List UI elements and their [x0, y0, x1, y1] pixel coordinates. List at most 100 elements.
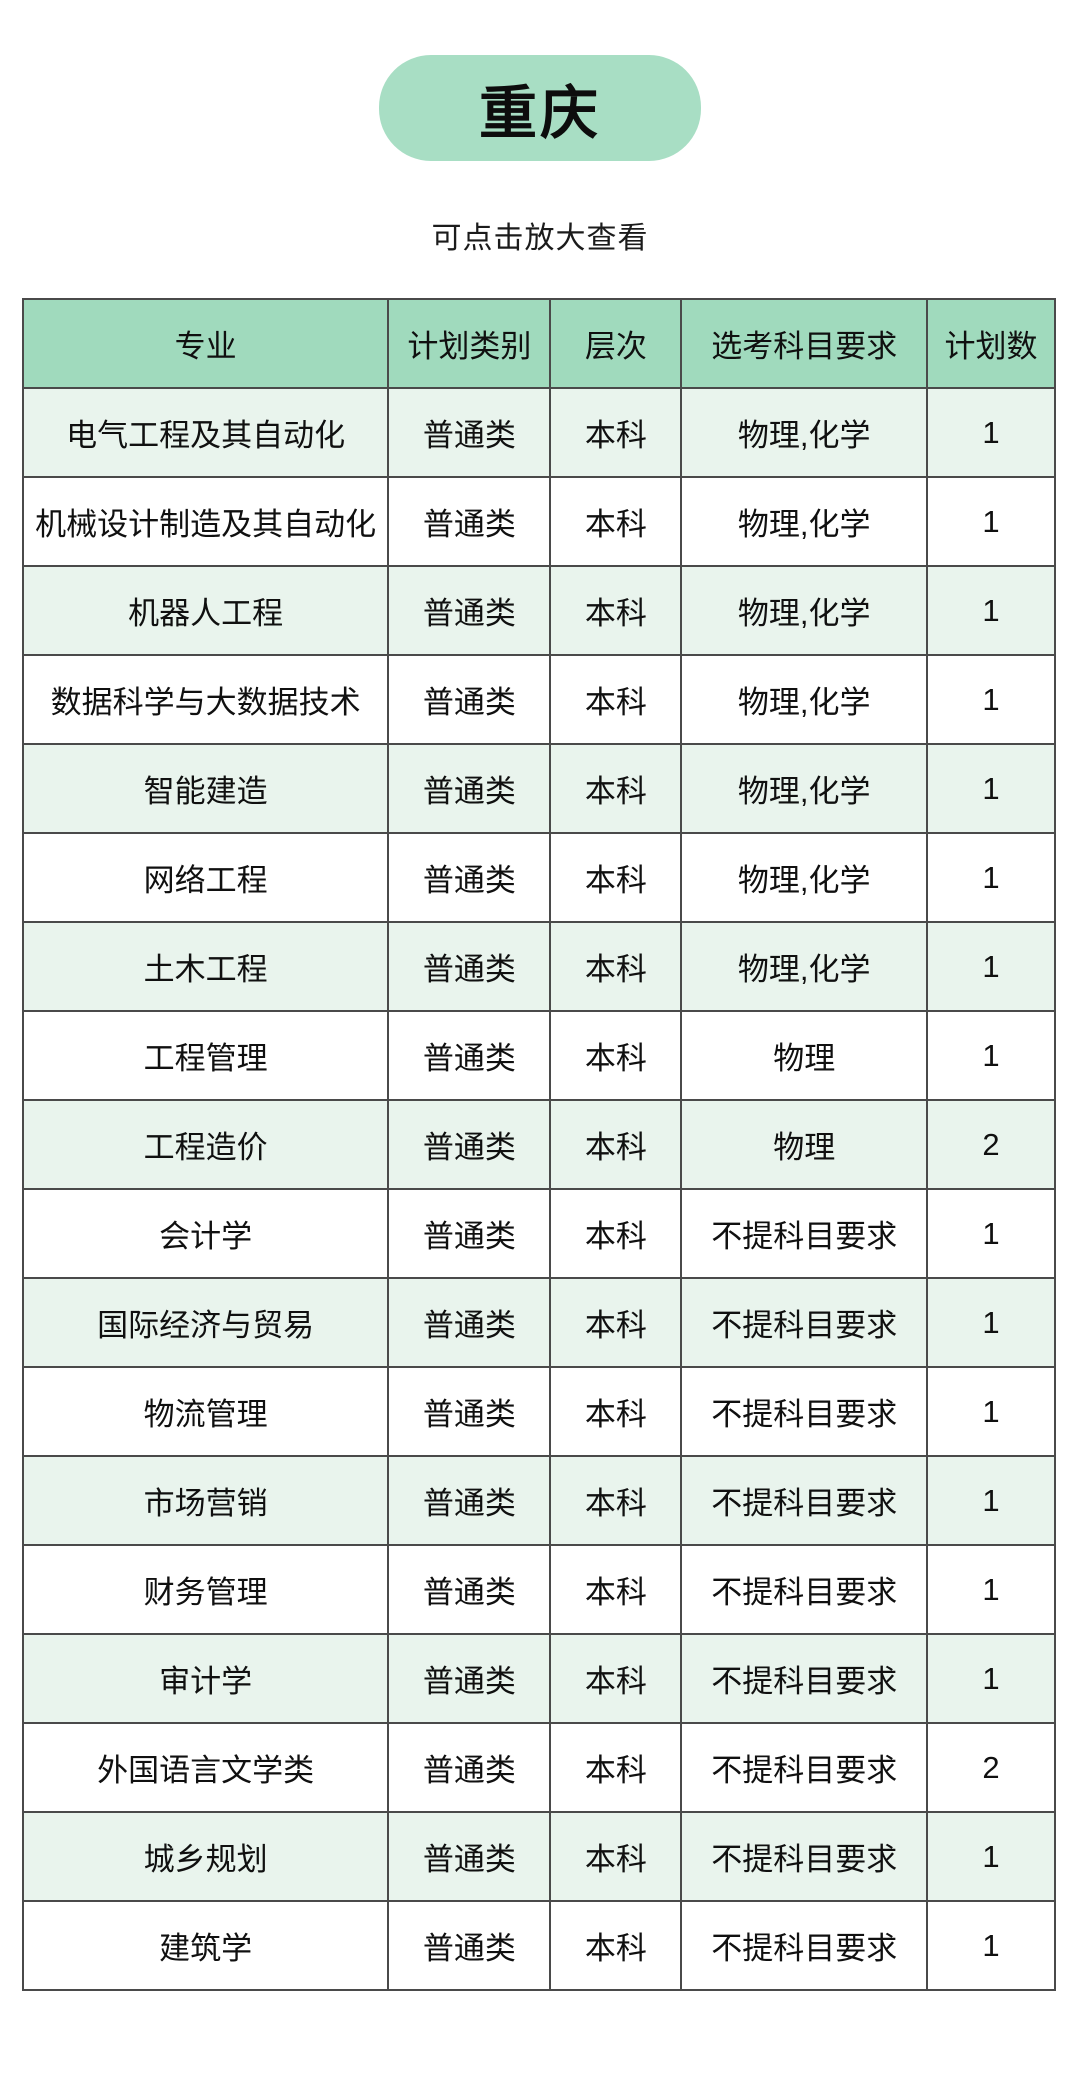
cell-level: 本科	[549, 1455, 683, 1546]
cell-level: 本科	[549, 1010, 683, 1101]
cell-plan-count: 1	[926, 1366, 1056, 1457]
cell-major: 会计学	[21, 1188, 390, 1279]
cell-level: 本科	[549, 832, 683, 923]
table-row: 工程管理 普通类 本科 物理 1	[21, 1010, 1056, 1101]
cell-plan-count: 1	[926, 1811, 1056, 1902]
cell-plan-count: 1	[926, 565, 1056, 656]
cell-subject-requirement: 物理,化学	[680, 565, 929, 656]
region-badge-label: 重庆	[478, 81, 601, 146]
cell-level: 本科	[549, 743, 683, 834]
cell-plan-count: 2	[926, 1722, 1056, 1813]
cell-level: 本科	[549, 921, 683, 1012]
table-row: 会计学 普通类 本科 不提科目要求 1	[21, 1188, 1056, 1279]
cell-major: 数据科学与大数据技术	[21, 654, 390, 745]
cell-subject-requirement: 不提科目要求	[680, 1366, 929, 1457]
cell-plan-category: 普通类	[387, 1188, 552, 1279]
table-body: 电气工程及其自动化 普通类 本科 物理,化学 1 机械设计制造及其自动化 普通类 本科 物理,化…	[21, 387, 1056, 1991]
table-row: 外国语言文学类 普通类 本科 不提科目要求 2	[21, 1722, 1056, 1813]
cell-level: 本科	[549, 1099, 683, 1190]
cell-plan-count: 1	[926, 832, 1056, 923]
cell-subject-requirement: 物理	[680, 1010, 929, 1101]
cell-subject-requirement: 物理	[680, 1099, 929, 1190]
table-header: 专业 计划类别 层次 选考科目要求 计划数	[21, 298, 1056, 389]
cell-plan-count: 1	[926, 921, 1056, 1012]
cell-major: 城乡规划	[21, 1811, 390, 1902]
table-row: 财务管理 普通类 本科 不提科目要求 1	[21, 1544, 1056, 1635]
cell-major: 机器人工程	[21, 565, 390, 656]
table-row: 数据科学与大数据技术 普通类 本科 物理,化学 1	[21, 654, 1056, 745]
cell-major: 网络工程	[21, 832, 390, 923]
table-row: 电气工程及其自动化 普通类 本科 物理,化学 1	[21, 387, 1056, 478]
column-header-level: 层次	[549, 298, 683, 389]
cell-major: 智能建造	[21, 743, 390, 834]
cell-plan-count: 2	[926, 1099, 1056, 1190]
cell-plan-category: 普通类	[387, 1277, 552, 1368]
cell-major: 土木工程	[21, 921, 390, 1012]
table-header-row: 专业 计划类别 层次 选考科目要求 计划数	[21, 298, 1056, 389]
cell-major: 工程造价	[21, 1099, 390, 1190]
cell-subject-requirement: 物理,化学	[680, 387, 929, 478]
cell-subject-requirement: 不提科目要求	[680, 1544, 929, 1635]
cell-subject-requirement: 不提科目要求	[680, 1811, 929, 1902]
cell-plan-category: 普通类	[387, 832, 552, 923]
cell-major: 市场营销	[21, 1455, 390, 1546]
table-row: 智能建造 普通类 本科 物理,化学 1	[21, 743, 1056, 834]
cell-plan-category: 普通类	[387, 743, 552, 834]
column-header-plan-category: 计划类别	[387, 298, 552, 389]
cell-plan-category: 普通类	[387, 654, 552, 745]
cell-major: 物流管理	[21, 1366, 390, 1457]
admission-plan-table[interactable]: 专业 计划类别 层次 选考科目要求 计划数 电气工程及其自动化 普通类 本科 物理,化学 1 机械…	[21, 298, 1056, 1991]
table-row: 城乡规划 普通类 本科 不提科目要求 1	[21, 1811, 1056, 1902]
cell-plan-category: 普通类	[387, 1544, 552, 1635]
cell-plan-category: 普通类	[387, 921, 552, 1012]
cell-plan-count: 1	[926, 1633, 1056, 1724]
table-row: 机械设计制造及其自动化 普通类 本科 物理,化学 1	[21, 476, 1056, 567]
cell-level: 本科	[549, 654, 683, 745]
cell-plan-category: 普通类	[387, 1722, 552, 1813]
cell-plan-category: 普通类	[387, 1010, 552, 1101]
zoom-hint-text: 可点击放大查看	[431, 222, 649, 255]
cell-level: 本科	[549, 1722, 683, 1813]
cell-plan-count: 1	[926, 476, 1056, 567]
cell-level: 本科	[549, 387, 683, 478]
cell-major: 财务管理	[21, 1544, 390, 1635]
cell-subject-requirement: 物理,化学	[680, 921, 929, 1012]
cell-subject-requirement: 物理,化学	[680, 832, 929, 923]
cell-plan-count: 1	[926, 1544, 1056, 1635]
cell-plan-category: 普通类	[387, 387, 552, 478]
cell-plan-count: 1	[926, 743, 1056, 834]
cell-major: 外国语言文学类	[21, 1722, 390, 1813]
cell-plan-count: 1	[926, 1188, 1056, 1279]
cell-subject-requirement: 不提科目要求	[680, 1633, 929, 1724]
cell-major: 电气工程及其自动化	[21, 387, 390, 478]
table-row: 工程造价 普通类 本科 物理 2	[21, 1099, 1056, 1190]
table-row: 市场营销 普通类 本科 不提科目要求 1	[21, 1455, 1056, 1546]
table-row: 国际经济与贸易 普通类 本科 不提科目要求 1	[21, 1277, 1056, 1368]
cell-subject-requirement: 不提科目要求	[680, 1277, 929, 1368]
column-header-major: 专业	[21, 298, 390, 389]
cell-plan-category: 普通类	[387, 1633, 552, 1724]
column-header-subject-requirement: 选考科目要求	[680, 298, 929, 389]
cell-plan-count: 1	[926, 654, 1056, 745]
cell-plan-count: 1	[926, 1455, 1056, 1546]
cell-plan-category: 普通类	[387, 476, 552, 567]
cell-plan-category: 普通类	[387, 1900, 552, 1991]
cell-subject-requirement: 物理,化学	[680, 476, 929, 567]
cell-major: 机械设计制造及其自动化	[21, 476, 390, 567]
cell-level: 本科	[549, 565, 683, 656]
cell-subject-requirement: 物理,化学	[680, 654, 929, 745]
cell-level: 本科	[549, 1366, 683, 1457]
table-row: 物流管理 普通类 本科 不提科目要求 1	[21, 1366, 1056, 1457]
column-header-plan-count: 计划数	[926, 298, 1056, 389]
cell-level: 本科	[549, 1277, 683, 1368]
cell-level: 本科	[549, 1633, 683, 1724]
cell-subject-requirement: 不提科目要求	[680, 1455, 929, 1546]
cell-subject-requirement: 物理,化学	[680, 743, 929, 834]
table-row: 审计学 普通类 本科 不提科目要求 1	[21, 1633, 1056, 1724]
cell-level: 本科	[549, 1188, 683, 1279]
cell-level: 本科	[549, 1900, 683, 1991]
cell-major: 审计学	[21, 1633, 390, 1724]
cell-subject-requirement: 不提科目要求	[680, 1188, 929, 1279]
cell-level: 本科	[549, 1811, 683, 1902]
